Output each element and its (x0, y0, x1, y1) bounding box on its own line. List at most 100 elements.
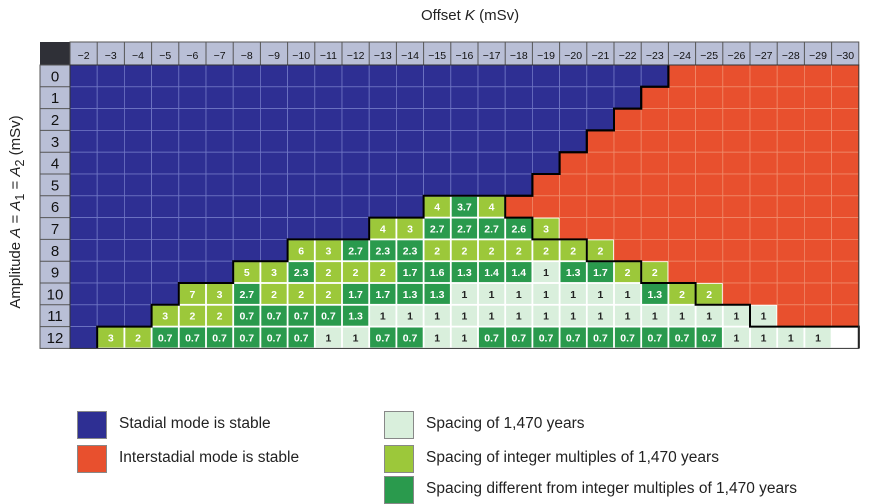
stadial-cell (205, 173, 234, 197)
stadial-cell (96, 238, 125, 262)
cell-value-label: 1.7 (403, 267, 418, 279)
interstadial-cell (749, 173, 778, 197)
interstadial-cell (749, 64, 778, 88)
cell-value-label: 1 (597, 311, 603, 323)
y-tick-label: 8 (51, 243, 59, 260)
interstadial-cell (613, 129, 642, 153)
stadial-cell (151, 217, 180, 240)
interstadial-cell (804, 195, 833, 219)
interstadial-cell (668, 129, 697, 153)
cell-value-label: 1.4 (511, 267, 526, 279)
cell-value-label: 1.7 (593, 267, 608, 279)
cell-value-label: 1 (733, 333, 739, 345)
cell-value-label: 1 (706, 311, 712, 323)
stadial-cell (69, 217, 98, 240)
x-axis-title-prefix: Offset (421, 7, 465, 24)
cell-value-label: 2 (189, 311, 195, 323)
cell-value-label: 5 (244, 267, 250, 279)
interstadial-cell (695, 173, 724, 197)
stadial-cell (69, 108, 98, 131)
interstadial-cell (722, 282, 751, 306)
interstadial-cell (776, 217, 805, 240)
stadial-cell (259, 129, 288, 153)
interstadial-cell (613, 151, 642, 175)
x-axis-title-var: K (464, 7, 475, 24)
interstadial-cell (640, 108, 669, 131)
stadial-cell (314, 108, 343, 131)
cell-value-label: 2 (706, 289, 712, 301)
stadial-cell (124, 195, 153, 219)
interstadial-cell (613, 195, 642, 219)
interstadial-cell (749, 151, 778, 175)
legend-swatch (384, 445, 414, 473)
spacing-cell-diff (450, 217, 478, 240)
interstadial-cell (695, 260, 724, 284)
cell-value-label: 7 (189, 289, 195, 301)
spacing-cell-int (505, 239, 533, 262)
spacing-cell-one (559, 283, 587, 305)
cell-value-label: 1 (516, 311, 522, 323)
stadial-cell (96, 260, 125, 284)
stadial-cell (232, 195, 261, 219)
spacing-cell-one (396, 304, 424, 327)
stadial-cell (395, 195, 424, 219)
spacing-cell-diff (342, 283, 370, 305)
stadial-cell (205, 195, 234, 219)
cell-value-label: 0.7 (294, 311, 309, 323)
x-tick-label: −20 (564, 50, 582, 62)
cell-value-label: 0.7 (539, 333, 554, 345)
stadial-cell (69, 326, 98, 349)
stadial-cell (232, 151, 261, 175)
stadial-cell (395, 173, 424, 197)
interstadial-cell (749, 129, 778, 153)
stadial-cell (368, 151, 397, 175)
stadial-cell (205, 151, 234, 175)
spacing-cell-int (178, 304, 206, 327)
stadial-cell (341, 151, 370, 175)
stadial-cell (450, 86, 479, 110)
spacing-cell-one (559, 304, 587, 327)
stadial-cell (205, 238, 234, 262)
stadial-cell (232, 129, 261, 153)
cell-value-label: 0.7 (566, 333, 581, 345)
interstadial-cell (532, 195, 561, 219)
interstadial-cell (722, 151, 751, 175)
legend-swatch (77, 445, 107, 473)
stadial-cell (124, 64, 153, 88)
spacing-cell-one (478, 283, 506, 305)
cell-value-label: 2 (298, 289, 304, 301)
stadial-cell (232, 173, 261, 197)
cell-value-label: 0.7 (212, 333, 227, 345)
interstadial-cell (668, 217, 697, 240)
stadial-cell (504, 86, 533, 110)
stadial-cell (96, 129, 125, 153)
stadial-cell (395, 108, 424, 131)
cell-value-label: 3 (543, 224, 549, 236)
y-tick-label: 3 (51, 134, 59, 151)
cell-value-label: 1 (353, 333, 359, 345)
x-tick-label: −14 (401, 50, 419, 62)
legend-label: Interstadial mode is stable (119, 449, 300, 466)
y-header-band (39, 64, 71, 349)
x-tick-label: −24 (673, 50, 691, 62)
cell-value-label: 1 (489, 311, 495, 323)
stadial-cell (613, 64, 642, 88)
spacing-cell-one (478, 304, 506, 327)
stadial-cell (259, 195, 288, 219)
x-tick-label: −8 (241, 50, 253, 62)
stadial-cell (151, 173, 180, 197)
stadial-cell (287, 86, 316, 110)
stadial-cell (287, 64, 316, 88)
stadial-cell (586, 86, 615, 110)
spacing-cell-one (668, 304, 696, 327)
x-tick-label: −26 (727, 50, 745, 62)
stadial-cell (151, 151, 180, 175)
stadial-cell (559, 108, 588, 131)
grid-border (69, 64, 860, 349)
interstadial-cell (695, 129, 724, 153)
interstadial-cell (559, 151, 588, 175)
stadial-cell (450, 151, 479, 175)
spacing-cell-int (478, 239, 506, 262)
y-tick-label: 9 (51, 265, 59, 282)
legend-label: Spacing of 1,470 years (426, 415, 585, 432)
